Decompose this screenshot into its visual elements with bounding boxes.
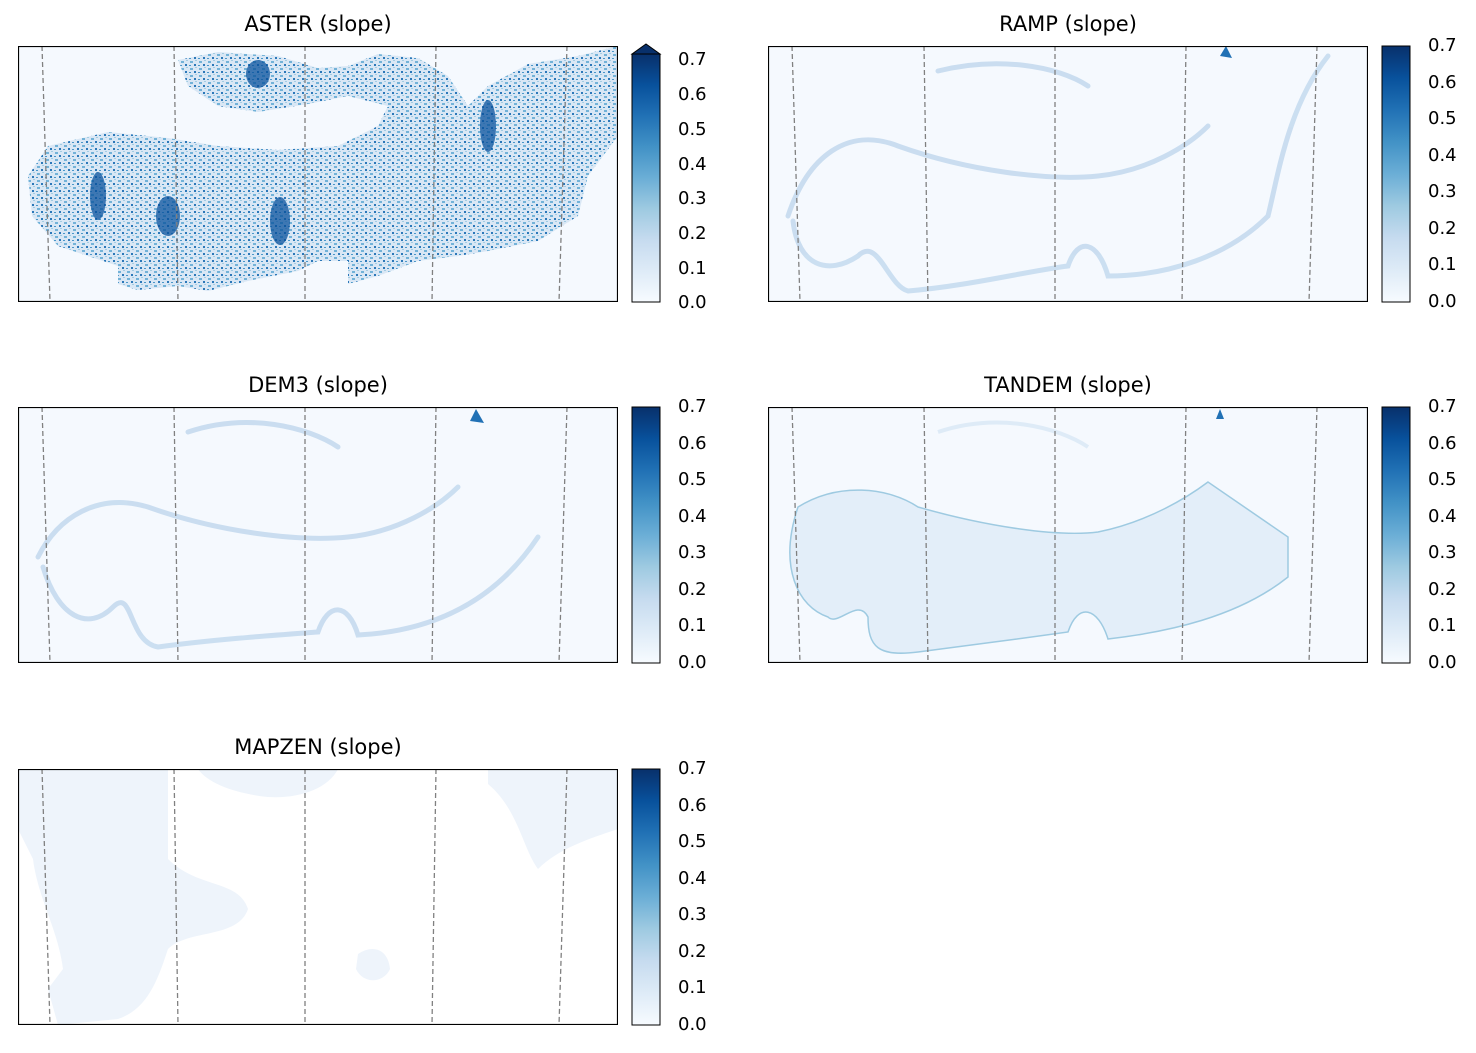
colorbar-tick-label: 0.1	[678, 260, 707, 278]
colorbar	[632, 407, 660, 663]
colorbar	[632, 46, 660, 302]
colorbar	[632, 769, 660, 1025]
colorbar-tick-label: 0.6	[678, 435, 707, 453]
colorbar-tick-label: 0.7	[678, 51, 707, 69]
colorbar	[1382, 407, 1410, 663]
colorbar-gradient	[632, 407, 660, 663]
heatmap-plot	[768, 407, 1368, 663]
colorbar	[1382, 46, 1410, 302]
heatmap-plot	[18, 407, 618, 663]
heatmap-plot	[18, 769, 618, 1025]
colorbar-tick-label: 0.1	[678, 979, 707, 997]
high-slope-patch	[246, 60, 270, 88]
colorbar-tick-label: 0.5	[678, 833, 707, 851]
colorbar-gradient	[632, 54, 660, 302]
high-slope-patch	[480, 100, 496, 152]
panel-title: MAPZEN (slope)	[18, 735, 618, 759]
heatmap-plot	[18, 46, 618, 302]
high-slope-patch	[90, 172, 106, 220]
colorbar-tick-label: 0.4	[678, 156, 707, 174]
colorbar-tick-label: 0.0	[678, 654, 707, 672]
colorbar-gradient	[1382, 407, 1410, 663]
colorbar-tick-label: 0.1	[678, 617, 707, 635]
colorbar-tick-label: 0.6	[678, 86, 707, 104]
colorbar-tick-label: 0.2	[678, 581, 707, 599]
colorbar-gradient	[1382, 46, 1410, 302]
colorbar-tick-label: 0.3	[678, 190, 707, 208]
colorbar-tick-label: 0.2	[678, 225, 707, 243]
colorbar-tick-label: 0.3	[678, 544, 707, 562]
high-slope-patch	[270, 197, 290, 245]
colorbar-tick-label: 0.2	[1428, 581, 1457, 599]
colorbar-tick-label: 0.5	[678, 121, 707, 139]
panel-title: RAMP (slope)	[768, 12, 1368, 36]
colorbar-tick-label: 0.4	[678, 870, 707, 888]
colorbar-tick-label: 0.5	[678, 471, 707, 489]
colorbar-tick-label: 0.1	[1428, 256, 1457, 274]
colorbar-tick-label: 0.4	[1428, 508, 1457, 526]
colorbar-tick-label: 0.7	[678, 398, 707, 416]
colorbar-tick-label: 0.0	[678, 1016, 707, 1034]
colorbar-tick-label: 0.0	[1428, 654, 1457, 672]
colorbar-tick-label: 0.7	[1428, 398, 1457, 416]
colorbar-tick-label: 0.4	[1428, 147, 1457, 165]
colorbar-tick-label: 0.0	[678, 294, 707, 312]
colorbar-tick-label: 0.6	[678, 797, 707, 815]
colorbar-tick-label: 0.5	[1428, 110, 1457, 128]
colorbar-tick-label: 0.3	[678, 906, 707, 924]
colorbar-tick-label: 0.2	[1428, 220, 1457, 238]
colorbar-tick-label: 0.2	[678, 943, 707, 961]
heatmap-plot	[768, 46, 1368, 302]
panel-title: ASTER (slope)	[18, 12, 618, 36]
colorbar-tick-label: 0.3	[1428, 183, 1457, 201]
colorbar-tick-label: 0.1	[1428, 617, 1457, 635]
colorbar-tick-label: 0.7	[1428, 37, 1457, 55]
colorbar-tick-label: 0.6	[1428, 74, 1457, 92]
panel-title: DEM3 (slope)	[18, 373, 618, 397]
colorbar-tick-label: 0.6	[1428, 435, 1457, 453]
panel-title: TANDEM (slope)	[768, 373, 1368, 397]
colorbar-tick-label: 0.5	[1428, 471, 1457, 489]
colorbar-tick-label: 0.4	[678, 508, 707, 526]
colorbar-tick-label: 0.7	[678, 760, 707, 778]
plot-background	[18, 407, 618, 663]
colorbar-tick-label: 0.0	[1428, 293, 1457, 311]
colorbar-extend-arrow	[632, 44, 660, 54]
colorbar-tick-label: 0.3	[1428, 544, 1457, 562]
colorbar-gradient	[632, 769, 660, 1025]
